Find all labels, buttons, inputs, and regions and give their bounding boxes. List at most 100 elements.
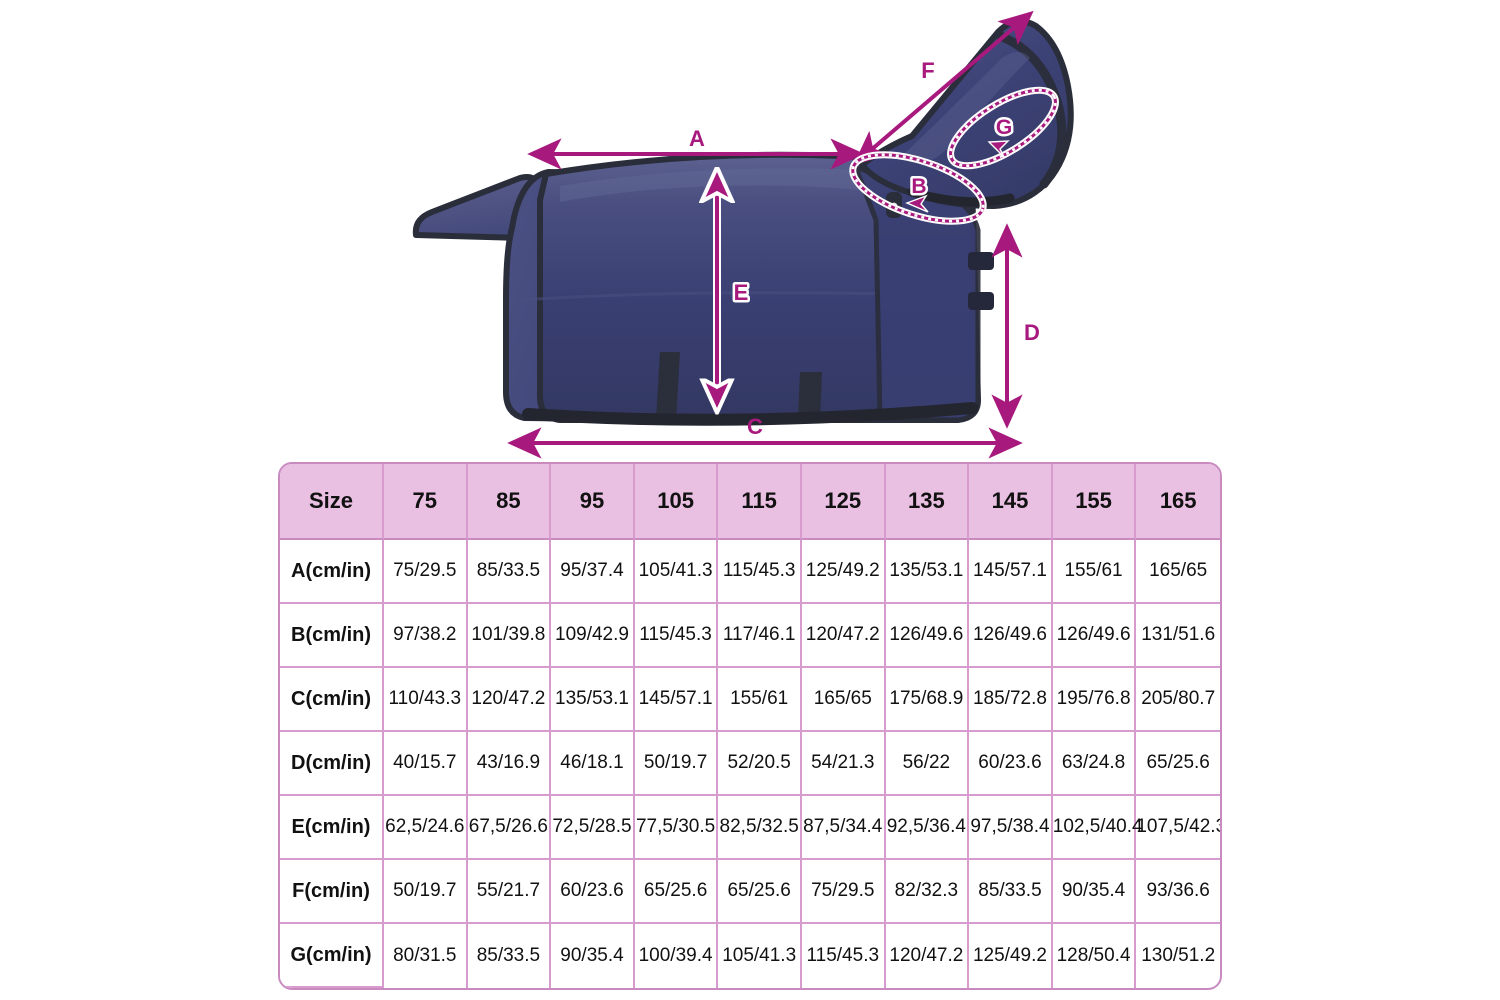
header-cell-115: 115 bbox=[718, 464, 802, 540]
cell-g-115: 105/41.3 bbox=[718, 924, 802, 988]
cell-f-145: 85/33.5 bbox=[969, 860, 1053, 924]
cell-g-135: 120/47.2 bbox=[886, 924, 970, 988]
cell-b-115: 117/46.1 bbox=[718, 604, 802, 668]
cell-f-115: 65/25.6 bbox=[718, 860, 802, 924]
cell-b-125: 120/47.2 bbox=[801, 604, 886, 668]
cell-d-85: 43/16.9 bbox=[467, 732, 552, 796]
measure-label-B-halo: B bbox=[911, 175, 926, 198]
cell-b-85: 101/39.8 bbox=[467, 604, 552, 668]
cell-c-85: 120/47.2 bbox=[467, 668, 552, 732]
measure-arrowhead-B bbox=[905, 194, 929, 213]
measure-label-D: D bbox=[1024, 320, 1040, 345]
measure-label-E: E bbox=[734, 280, 749, 305]
table-row: E(cm/in) 62,5/24.6 67,5/26.6 72,5/28.5 7… bbox=[280, 796, 1220, 860]
cell-d-135: 56/22 bbox=[885, 732, 970, 796]
cell-c-105: 145/57.1 bbox=[634, 668, 719, 732]
cell-b-75: 97/38.2 bbox=[384, 604, 468, 668]
cell-d-95: 46/18.1 bbox=[551, 732, 635, 796]
cell-c-95: 135/53.1 bbox=[551, 668, 635, 732]
cell-e-125: 87,5/34.4 bbox=[801, 796, 886, 860]
cell-a-95: 95/37.4 bbox=[551, 540, 635, 604]
table-header-row: Size 75 85 95 105 115 125 135 145 155 16… bbox=[280, 464, 1220, 540]
measure-ellipse-G bbox=[947, 86, 1059, 170]
cell-g-145: 125/49.2 bbox=[969, 924, 1053, 988]
cell-c-135: 175/68.9 bbox=[885, 668, 970, 732]
cell-e-155: 102,5/40.4 bbox=[1052, 796, 1143, 860]
rug-measurement-illustration: A C D E E F B B G G bbox=[412, 10, 1074, 459]
header-cell-155: 155 bbox=[1052, 464, 1137, 540]
cell-a-85: 85/33.5 bbox=[467, 540, 552, 604]
measure-label-G: G bbox=[996, 116, 1012, 139]
cell-g-95: 90/35.4 bbox=[551, 924, 635, 988]
cell-e-115: 82,5/32.5 bbox=[718, 796, 802, 860]
size-chart-table: Size 75 85 95 105 115 125 135 145 155 16… bbox=[278, 462, 1222, 990]
cell-a-135: 135/53.1 bbox=[885, 540, 970, 604]
row-label-e: E(cm/in) bbox=[280, 796, 384, 860]
header-cell-95: 95 bbox=[551, 464, 635, 540]
cell-c-165: 205/80.7 bbox=[1136, 668, 1220, 732]
cell-d-115: 52/20.5 bbox=[718, 732, 802, 796]
cell-e-75: 62,5/24.6 bbox=[384, 796, 468, 860]
cell-f-165: 93/36.6 bbox=[1136, 860, 1220, 924]
table-row: B(cm/in) 97/38.2 101/39.8 109/42.9 115/4… bbox=[280, 604, 1220, 668]
measure-ellipse-B bbox=[849, 151, 987, 225]
header-cell-85: 85 bbox=[467, 464, 552, 540]
header-cell-125: 125 bbox=[801, 464, 886, 540]
cell-g-85: 85/33.5 bbox=[468, 924, 552, 988]
cell-e-165: 107,5/42.3 bbox=[1136, 796, 1220, 860]
cell-b-155: 126/49.6 bbox=[1052, 604, 1137, 668]
measure-label-A: A bbox=[689, 126, 705, 151]
header-cell-size: Size bbox=[280, 464, 384, 540]
cell-c-75: 110/43.3 bbox=[384, 668, 468, 732]
cell-g-105: 100/39.4 bbox=[635, 924, 719, 988]
cell-f-75: 50/19.7 bbox=[384, 860, 468, 924]
measurement-overlays: A C D E E F B B G G bbox=[507, 10, 1059, 459]
cell-d-105: 50/19.7 bbox=[634, 732, 719, 796]
cell-e-145: 97,5/38.4 bbox=[969, 796, 1053, 860]
header-cell-145: 145 bbox=[969, 464, 1053, 540]
cell-e-135: 92,5/36.4 bbox=[885, 796, 970, 860]
table-row: A(cm/in) 75/29.5 85/33.5 95/37.4 105/41.… bbox=[280, 540, 1220, 604]
header-cell-105: 105 bbox=[634, 464, 719, 540]
rug-bottom-hem bbox=[522, 402, 978, 426]
measure-label-E-halo: E bbox=[734, 280, 749, 305]
cell-d-145: 60/23.6 bbox=[969, 732, 1053, 796]
cell-f-155: 90/35.4 bbox=[1052, 860, 1137, 924]
cell-a-145: 145/57.1 bbox=[969, 540, 1053, 604]
cell-b-145: 126/49.6 bbox=[969, 604, 1053, 668]
neck-cover-bottom-binding bbox=[907, 187, 1015, 207]
cell-a-75: 75/29.5 bbox=[384, 540, 468, 604]
belly-strap-right bbox=[798, 372, 822, 420]
cell-d-165: 65/25.6 bbox=[1136, 732, 1220, 796]
row-label-c: C(cm/in) bbox=[280, 668, 384, 732]
table-row: F(cm/in) 50/19.7 55/21.7 60/23.6 65/25.6… bbox=[280, 860, 1220, 924]
cell-b-135: 126/49.6 bbox=[885, 604, 970, 668]
cell-e-85: 67,5/26.6 bbox=[467, 796, 552, 860]
size-chart-body: A(cm/in) 75/29.5 85/33.5 95/37.4 105/41.… bbox=[280, 540, 1220, 988]
cell-g-75: 80/31.5 bbox=[384, 924, 468, 988]
measure-arrowhead-G bbox=[987, 140, 1010, 158]
header-cell-75: 75 bbox=[384, 464, 468, 540]
row-label-f: F(cm/in) bbox=[280, 860, 384, 924]
cell-b-95: 109/42.9 bbox=[551, 604, 635, 668]
cell-a-115: 115/45.3 bbox=[718, 540, 802, 604]
cell-e-95: 72,5/28.5 bbox=[551, 796, 635, 860]
cell-b-165: 131/51.6 bbox=[1136, 604, 1220, 668]
row-label-a: A(cm/in) bbox=[280, 540, 384, 604]
measure-label-B: B bbox=[911, 175, 926, 198]
cell-g-165: 130/51.2 bbox=[1141, 945, 1216, 966]
row-label-b: B(cm/in) bbox=[280, 604, 384, 668]
table-row: D(cm/in) 40/15.7 43/16.9 46/18.1 50/19.7… bbox=[280, 732, 1220, 796]
cell-c-155: 195/76.8 bbox=[1052, 668, 1137, 732]
measure-label-C: C bbox=[747, 414, 763, 439]
cell-f-85: 55/21.7 bbox=[467, 860, 552, 924]
table-row: C(cm/in) 110/43.3 120/47.2 135/53.1 145/… bbox=[280, 668, 1220, 732]
header-cell-165: 165 bbox=[1136, 464, 1220, 540]
cell-e-105: 77,5/30.5 bbox=[634, 796, 719, 860]
header-cell-135: 135 bbox=[885, 464, 970, 540]
cell-c-125: 165/65 bbox=[801, 668, 886, 732]
cell-c-145: 185/72.8 bbox=[969, 668, 1053, 732]
size-chart-container: Size 75 85 95 105 115 125 135 145 155 16… bbox=[278, 462, 1222, 990]
belly-strap-left bbox=[656, 352, 680, 420]
cell-a-155: 155/61 bbox=[1052, 540, 1137, 604]
